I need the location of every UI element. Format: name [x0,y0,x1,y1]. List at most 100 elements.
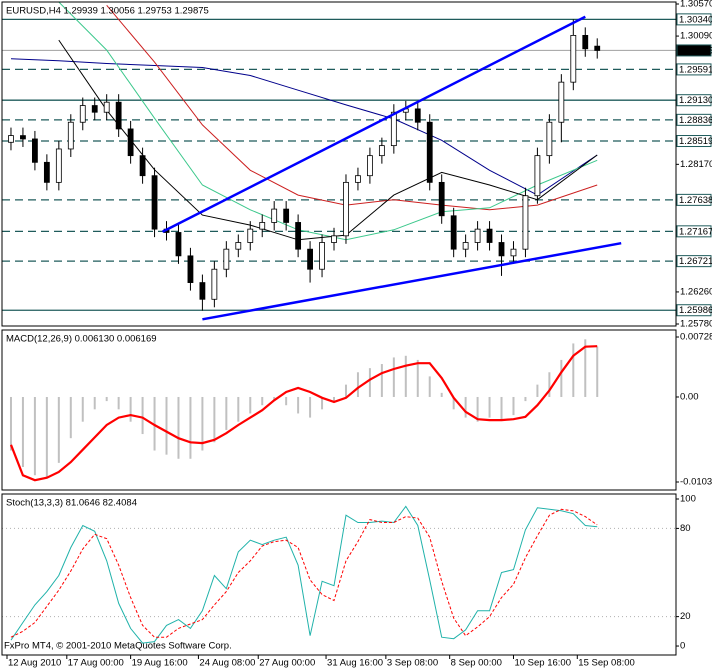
candle-body [211,268,218,300]
level-label-box [676,113,712,126]
candle-body [223,248,230,270]
y-tick-label: 1.28170 [680,159,712,170]
level-label: 1.27638 [679,195,712,206]
y-tick-label: 1.30090 [680,31,712,42]
level-label: 1.30340 [679,14,712,25]
candle-body [283,208,290,223]
level-label: 1.28519 [679,136,712,147]
candle-body [79,105,86,123]
x-tick-label: 27 Aug 00:00 [259,658,315,669]
level-label-box [676,135,712,148]
candle-body [486,228,493,243]
moving-average [10,58,598,196]
candle-body [367,155,373,177]
candle-body [55,148,62,183]
level-label-box [676,94,712,107]
candle-body [187,255,194,283]
candle-body [510,248,517,257]
candle-body [307,248,313,270]
x-tick-label: 15 Sep 08:00 [578,658,635,669]
candle-body [594,45,601,51]
y-tick-label: -0.01032 [680,477,712,488]
candle-body [247,228,254,243]
candle-body [115,101,122,130]
x-tick-label: 12 Aug 2010 [8,658,61,669]
candle-body [462,242,469,250]
candle-body [91,105,98,113]
candle-body [32,138,38,163]
candle-body [103,101,110,113]
panel-title: EURUSD,H4 1.29939 1.30056 1.29753 1.2987… [6,6,209,17]
x-tick-label: 8 Sep 00:00 [451,658,502,669]
y-tick-label: 1.30570 [680,0,712,10]
x-tick-label: 3 Sep 08:00 [387,658,438,669]
y-tick-label: 80 [680,523,691,534]
level-label-box [676,225,712,238]
candle-body [558,81,565,123]
candle-body [414,108,421,123]
candle-body [20,135,26,140]
panel-frame [1,329,677,491]
candle-body [522,195,529,250]
candle-body [67,121,74,150]
candle-body [546,121,553,157]
candle-body [426,121,433,183]
candle-body [438,181,445,217]
candle-body [570,35,577,83]
panel [2,505,676,644]
candle-body [534,155,541,197]
level-label: 1.29875 [679,45,712,56]
stoch-line [10,508,598,638]
candle-body [151,175,158,230]
candle-body [474,228,481,243]
candle-body [498,242,505,257]
candle-body [378,145,385,157]
panel [2,2,676,321]
x-tick-label: 19 Aug 16:00 [132,658,188,669]
y-tick-label: 1.25780 [680,319,712,330]
level-label: 1.29591 [679,64,712,75]
candle-body [259,222,266,230]
candle-body [8,135,14,143]
level-label: 1.27167 [679,226,712,237]
trend-line [161,15,586,233]
candle-body [582,35,589,50]
level-label: 1.26721 [679,256,712,267]
candle-body [355,175,361,183]
candle-body [319,242,325,270]
level-label-box [676,13,712,26]
candle-body [43,161,50,183]
level-label: 1.25986 [679,305,712,316]
x-tick-label: 17 Aug 00:00 [68,658,124,669]
candle-body [390,111,397,147]
x-tick-label: 10 Sep 16:00 [514,658,571,669]
level-label-box [676,63,712,76]
footer: FxPro MT4, © 2001-2010 MetaQuotes Softwa… [4,641,232,652]
y-tick-label: 100 [680,494,696,505]
panel-title: Stoch(13,3,3) 81.0646 82.4084 [6,498,137,509]
stoch-line [10,505,598,644]
y-tick-label: 1.26260 [680,286,712,297]
level-label-box [676,304,712,317]
candle-body [343,181,349,237]
level-label-box [676,193,712,206]
level-label: 1.29130 [679,95,712,106]
trend-line [202,241,622,321]
y-tick-label: 0.00728 [680,332,712,343]
candle-body [235,242,242,250]
candle-body [295,222,302,250]
candle-body [199,282,206,300]
y-tick-label: 0 [680,641,685,652]
level-label-box [676,44,712,57]
signal-line [9,345,598,482]
x-tick-label: 24 Aug 08:00 [199,658,255,669]
candle-body [450,215,457,250]
panel-title: MACD(12,26,9) 0.006130 0.006169 [6,334,157,345]
candle-body [175,232,182,257]
candle-body [271,208,278,223]
candle-body [331,235,337,243]
y-tick-label: 0.00 [680,391,699,402]
panel-frame [1,493,677,656]
panel [9,339,599,482]
